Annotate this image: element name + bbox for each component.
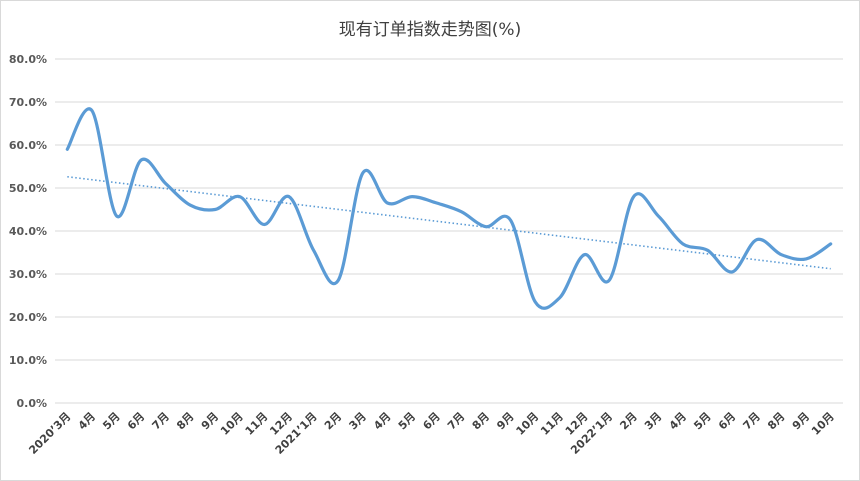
x-tick-label: 3月	[347, 410, 369, 432]
x-tick-label: 11月	[538, 410, 566, 438]
x-tick-label: 4月	[76, 410, 98, 432]
y-tick-label: 70.0%	[9, 96, 47, 109]
y-tick-label: 10.0%	[9, 354, 47, 367]
x-tick-label: 8月	[765, 410, 787, 432]
x-tick-label: 6月	[125, 410, 147, 432]
x-tick-label: 2月	[322, 410, 344, 432]
x-tick-label: 4月	[667, 410, 689, 432]
y-tick-label: 50.0%	[9, 182, 47, 195]
x-tick-label: 5月	[100, 410, 122, 432]
y-tick-label: 0.0%	[16, 397, 47, 410]
x-tick-label: 5月	[691, 410, 713, 432]
trendline	[67, 175, 831, 270]
x-tick-label: 5月	[396, 410, 418, 432]
x-tick-label: 2020’3月	[26, 410, 73, 457]
x-tick-label: 10月	[809, 410, 837, 438]
y-tick-label: 30.0%	[9, 268, 47, 281]
y-tick-label: 40.0%	[9, 225, 47, 238]
x-tick-label: 7月	[150, 410, 172, 432]
x-tick-label: 8月	[470, 410, 492, 432]
x-tick-label: 7月	[741, 410, 763, 432]
x-tick-label: 6月	[716, 410, 738, 432]
x-tick-label: 3月	[642, 410, 664, 432]
y-tick-label: 60.0%	[9, 139, 47, 152]
y-tick-label: 20.0%	[9, 311, 47, 324]
series-line	[65, 107, 833, 310]
x-tick-label: 7月	[445, 410, 467, 432]
x-tick-label: 2月	[617, 410, 639, 432]
x-tick-label: 10月	[218, 410, 246, 438]
x-tick-label: 8月	[174, 410, 196, 432]
x-tick-label: 11月	[243, 410, 271, 438]
chart-title: 现有订单指数走势图(%)	[338, 20, 522, 40]
y-tick-label: 80.0%	[9, 53, 47, 66]
x-tick-label: 6月	[420, 410, 442, 432]
x-tick-label: 4月	[371, 410, 393, 432]
x-tick-label: 10月	[514, 410, 542, 438]
